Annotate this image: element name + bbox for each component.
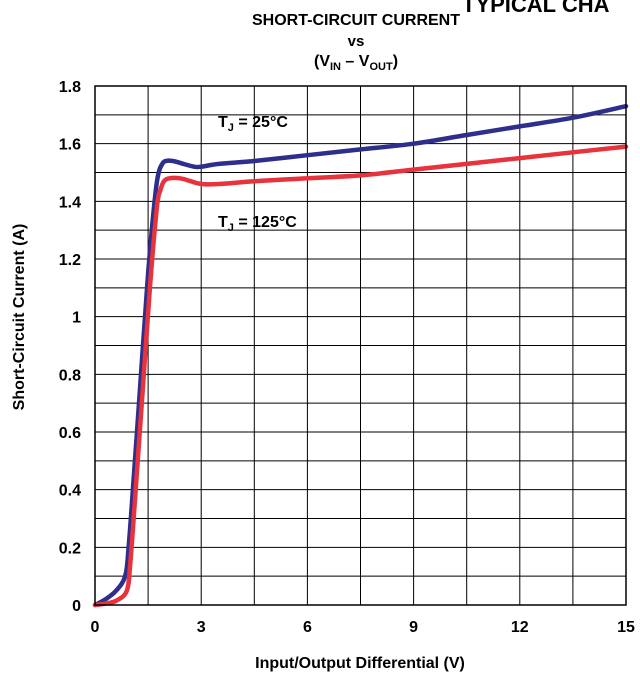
chart-title-line1: SHORT-CIRCUIT CURRENT [252, 12, 460, 29]
y-tick-label: 0.6 [59, 425, 81, 442]
x-tick-label: 15 [617, 619, 635, 636]
y-tick-label: 1.2 [59, 252, 81, 269]
y-axis-label: Short-Circuit Current (A) [11, 224, 28, 411]
annotation-tj-25c: TJ = 25°C [218, 114, 288, 134]
plot-frame [94, 85, 627, 606]
chart-title-line2: vs [348, 33, 365, 50]
y-tick-label: 1.6 [59, 137, 81, 154]
y-tick-label: 0.2 [59, 540, 81, 557]
y-tick-label: 0.4 [59, 483, 81, 500]
series-line-tj-25c [92, 103, 629, 608]
annotation-tj-125c: TJ = 125°C [218, 214, 297, 234]
y-tick-label: 1.8 [59, 79, 81, 96]
x-axis-label: Input/Output Differential (V) [255, 655, 465, 672]
chart-title-line3: (VIN – VOUT) [314, 53, 398, 73]
y-tick-label: 0.8 [59, 367, 81, 384]
y-tick-label: 0 [72, 598, 81, 615]
x-tick-label: 0 [91, 619, 100, 636]
page-header-cut: TYPICAL CHA [462, 0, 610, 17]
y-tick-label: 1 [72, 310, 81, 327]
x-tick-label: 9 [409, 619, 418, 636]
y-tick-label: 1.4 [59, 194, 81, 211]
x-tick-label: 12 [511, 619, 529, 636]
series-line-tj-125c [92, 144, 629, 608]
x-tick-label: 3 [197, 619, 206, 636]
x-tick-label: 6 [303, 619, 312, 636]
